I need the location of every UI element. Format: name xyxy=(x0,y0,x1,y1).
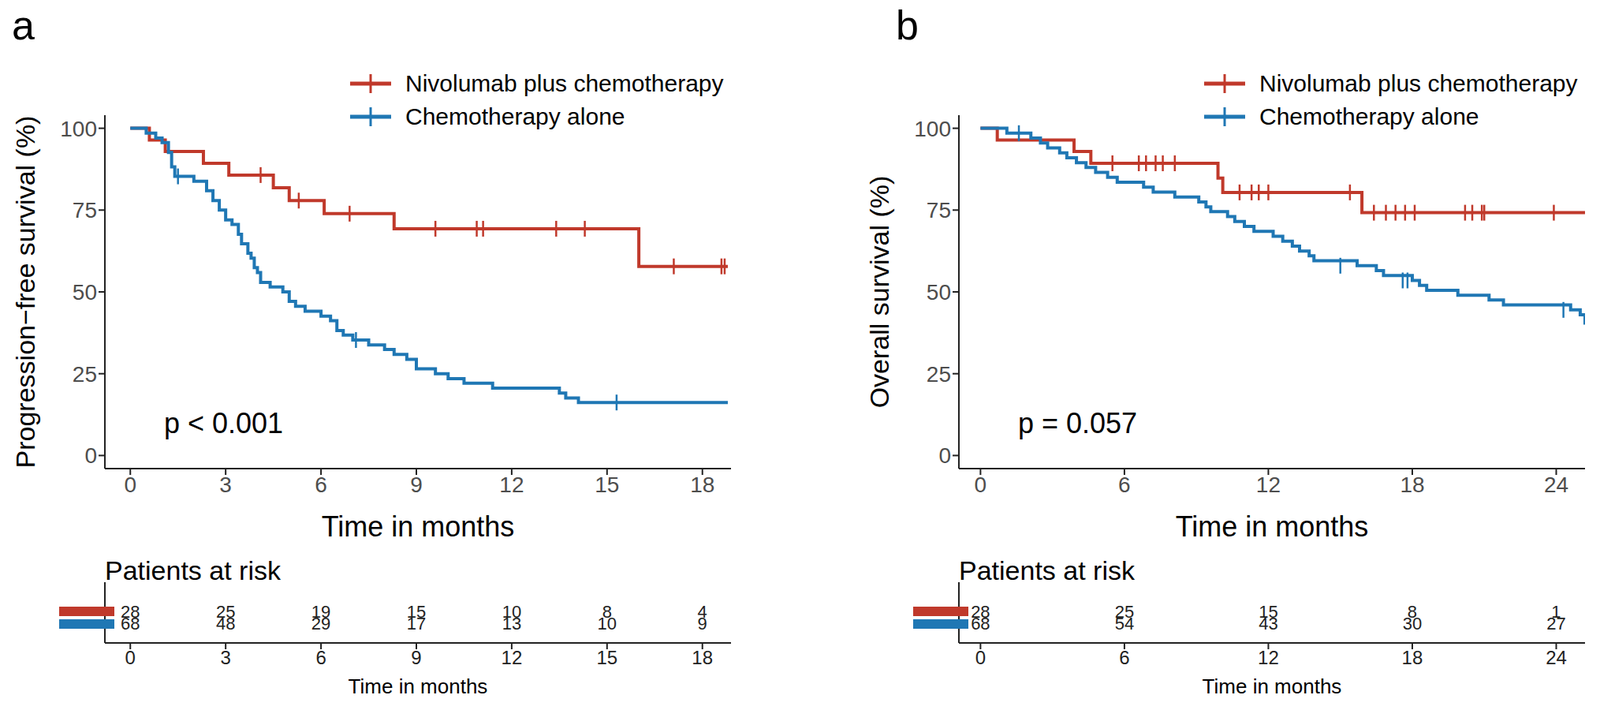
svg-text:3: 3 xyxy=(220,646,231,668)
svg-text:15: 15 xyxy=(406,601,426,622)
svg-text:15: 15 xyxy=(1258,601,1279,622)
svg-text:48: 48 xyxy=(216,613,235,634)
svg-text:28: 28 xyxy=(120,601,140,622)
svg-text:25: 25 xyxy=(72,361,97,387)
svg-text:0: 0 xyxy=(84,443,97,468)
svg-text:25: 25 xyxy=(1114,601,1135,622)
svg-text:3: 3 xyxy=(219,472,232,497)
html-text:Chemotherapy alone: Chemotherapy alone xyxy=(1259,103,1479,130)
svg-text:6: 6 xyxy=(1118,646,1130,668)
svg-text:25: 25 xyxy=(215,601,236,622)
html-text:Overall survival (%): Overall survival (%) xyxy=(863,175,894,409)
svg-text:43: 43 xyxy=(1258,613,1278,634)
svg-text:0: 0 xyxy=(975,646,986,668)
svg-text:30: 30 xyxy=(1402,613,1422,634)
html-text:Patients at risk: Patients at risk xyxy=(958,555,1135,586)
svg-text:100: 100 xyxy=(59,116,97,142)
svg-text:6: 6 xyxy=(314,472,328,497)
html-text:Nivolumab plus chemotherapy: Nivolumab plus chemotherapy xyxy=(1259,70,1578,97)
svg-text:50: 50 xyxy=(72,279,97,305)
svg-text:25: 25 xyxy=(926,361,952,387)
svg-text:24: 24 xyxy=(1544,472,1569,497)
svg-text:9: 9 xyxy=(697,613,708,634)
svg-text:Time in months: Time in months xyxy=(321,510,515,543)
svg-text:4: 4 xyxy=(697,601,708,622)
svg-text:10: 10 xyxy=(502,601,522,622)
svg-text:50: 50 xyxy=(926,279,952,305)
svg-text:10: 10 xyxy=(597,613,617,634)
svg-text:24: 24 xyxy=(1545,646,1567,668)
svg-text:54: 54 xyxy=(1115,613,1134,634)
svg-text:Time in months: Time in months xyxy=(348,674,489,698)
svg-text:75: 75 xyxy=(926,197,952,223)
svg-text:15: 15 xyxy=(594,472,620,497)
svg-text:9: 9 xyxy=(410,472,423,497)
html-text:p < 0.001: p < 0.001 xyxy=(164,406,284,440)
svg-text:17: 17 xyxy=(406,613,426,634)
svg-text:0: 0 xyxy=(125,646,136,668)
svg-text:1: 1 xyxy=(1551,601,1562,622)
svg-text:18: 18 xyxy=(1399,472,1425,497)
svg-text:18: 18 xyxy=(689,472,715,497)
svg-text:12: 12 xyxy=(499,472,524,497)
svg-text:0: 0 xyxy=(974,472,988,497)
svg-text:19: 19 xyxy=(311,601,331,622)
html-text:a: a xyxy=(11,2,35,49)
svg-text:8: 8 xyxy=(602,601,612,622)
html-text:Nivolumab plus chemotherapy: Nivolumab plus chemotherapy xyxy=(405,70,724,97)
svg-text:15: 15 xyxy=(596,646,618,668)
svg-text:8: 8 xyxy=(1407,601,1418,622)
svg-text:12: 12 xyxy=(1256,472,1281,497)
svg-text:6: 6 xyxy=(315,646,326,668)
svg-text:75: 75 xyxy=(72,197,97,223)
svg-text:29: 29 xyxy=(311,613,331,634)
svg-text:Time in months: Time in months xyxy=(1175,510,1369,543)
svg-text:18: 18 xyxy=(1402,646,1424,668)
html-text:p = 0.057: p = 0.057 xyxy=(1018,406,1138,440)
svg-text:13: 13 xyxy=(502,613,522,634)
svg-text:6: 6 xyxy=(1118,472,1131,497)
svg-text:28: 28 xyxy=(970,601,991,622)
svg-text:68: 68 xyxy=(120,613,140,634)
svg-text:9: 9 xyxy=(410,646,422,668)
svg-text:18: 18 xyxy=(691,646,713,668)
svg-text:Time in months: Time in months xyxy=(1202,674,1343,698)
svg-text:0: 0 xyxy=(938,443,952,468)
html-text:b: b xyxy=(895,2,919,49)
svg-text:12: 12 xyxy=(1257,646,1280,668)
html-text:Patients at risk: Patients at risk xyxy=(104,555,281,586)
svg-text:100: 100 xyxy=(913,116,952,142)
svg-text:68: 68 xyxy=(970,613,990,634)
svg-text:0: 0 xyxy=(123,472,137,497)
html-text:Chemotherapy alone: Chemotherapy alone xyxy=(405,103,625,130)
svg-text:12: 12 xyxy=(501,646,523,668)
svg-text:27: 27 xyxy=(1546,613,1566,634)
html-text:Progression−free survival (%): Progression−free survival (%) xyxy=(9,115,40,468)
